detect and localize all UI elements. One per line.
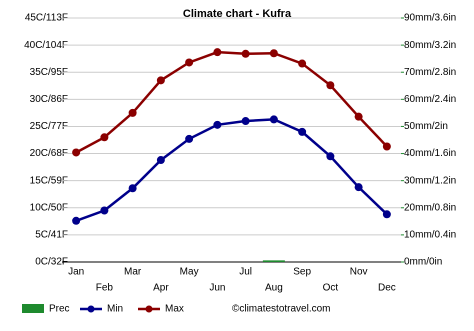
point	[128, 184, 137, 193]
y2-tick-label: 90mm/3.6in	[404, 13, 456, 24]
point	[185, 58, 194, 67]
x-tick-label: Mar	[124, 267, 142, 278]
legend-swatch	[87, 305, 95, 313]
chart-title: Climate chart - Kufra	[183, 8, 292, 20]
y-tick-label: 20C/68F	[30, 148, 68, 159]
x-tick-label: Oct	[323, 283, 339, 294]
x-tick-label: Jul	[239, 267, 252, 278]
point	[72, 216, 81, 225]
x-tick-label: Dec	[378, 283, 396, 294]
legend-label: Prec	[49, 304, 70, 315]
x-tick-label: Jan	[68, 267, 84, 278]
x-tick-label: Feb	[96, 283, 114, 294]
point	[326, 81, 335, 90]
point	[382, 142, 391, 151]
legend-swatch	[22, 304, 44, 313]
y2-tick-label: 80mm/3.2in	[404, 40, 456, 51]
y2-tick-label: 40mm/1.6in	[404, 148, 456, 159]
y2-tick-label: 20mm/0.8in	[404, 202, 456, 213]
point	[156, 156, 165, 165]
x-tick-label: Sep	[293, 267, 311, 278]
point	[354, 112, 363, 121]
y2-tick-label: 0mm/0in	[404, 257, 442, 268]
y2-tick-label: 30mm/1.2in	[404, 175, 456, 186]
x-tick-label: May	[180, 267, 199, 278]
y-tick-label: 5C/41F	[35, 230, 68, 241]
point	[354, 183, 363, 192]
y-tick-label: 0C/32F	[35, 257, 68, 268]
y-tick-label: 25C/77F	[30, 121, 68, 132]
point	[100, 206, 109, 215]
point	[326, 152, 335, 161]
y-tick-label: 30C/86F	[30, 94, 68, 105]
point	[241, 117, 250, 126]
y-tick-label: 15C/59F	[30, 175, 68, 186]
y-tick-label: 35C/95F	[30, 67, 68, 78]
y-tick-label: 45C/113F	[25, 13, 68, 24]
point	[241, 49, 250, 58]
legend-swatch	[145, 305, 153, 313]
point	[269, 115, 278, 124]
y2-tick-label: 60mm/2.4in	[404, 94, 456, 105]
line	[75, 50, 388, 154]
point	[269, 49, 278, 58]
x-tick-label: Aug	[265, 283, 283, 294]
legend-label: Max	[165, 304, 184, 315]
x-tick-label: Jun	[209, 283, 225, 294]
y2-tick-label: 50mm/2in	[404, 121, 448, 132]
point	[213, 48, 222, 57]
point	[185, 134, 194, 143]
x-tick-label: Apr	[153, 283, 169, 294]
point	[100, 133, 109, 142]
legend-label: Min	[107, 304, 123, 315]
x-tick-label: Nov	[350, 267, 368, 278]
point	[72, 148, 81, 157]
point	[298, 127, 307, 136]
y-tick-label: 40C/104F	[24, 40, 68, 51]
point	[213, 120, 222, 129]
y2-tick-label: 70mm/2.8in	[404, 67, 456, 78]
point	[156, 76, 165, 85]
point	[382, 210, 391, 219]
y-tick-label: 10C/50F	[30, 202, 68, 213]
point	[298, 59, 307, 68]
watermark: ©climatestotravel.com	[232, 304, 331, 315]
point	[128, 108, 137, 117]
bar	[262, 260, 285, 262]
line	[75, 118, 388, 222]
y2-tick-label: 10mm/0.4in	[404, 230, 456, 241]
